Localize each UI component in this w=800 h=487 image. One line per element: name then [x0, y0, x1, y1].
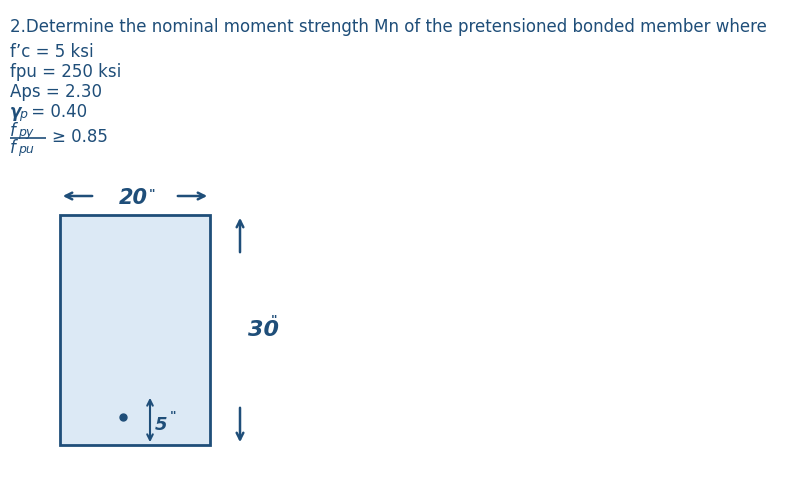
Text: py: py [18, 126, 34, 139]
Text: = 0.40: = 0.40 [26, 103, 87, 121]
Text: 2.Determine the nominal moment strength Mn of the pretensioned bonded member whe: 2.Determine the nominal moment strength … [10, 18, 767, 36]
Text: 5: 5 [155, 416, 167, 434]
Text: ≥ 0.85: ≥ 0.85 [52, 128, 108, 146]
Text: f: f [10, 122, 16, 140]
Text: 20: 20 [118, 188, 147, 208]
Text: fpu = 250 ksi: fpu = 250 ksi [10, 63, 122, 81]
Text: pu: pu [18, 143, 34, 156]
Text: p: p [19, 108, 27, 121]
Text: ": " [149, 188, 155, 201]
Text: ": " [271, 314, 278, 326]
Text: ": " [170, 410, 177, 423]
Text: f: f [10, 139, 16, 157]
Text: f’c = 5 ksi: f’c = 5 ksi [10, 43, 94, 61]
Text: Aps = 2.30: Aps = 2.30 [10, 83, 102, 101]
Text: γ: γ [10, 103, 22, 121]
Text: 30: 30 [248, 320, 279, 340]
Bar [60, 215, 210, 445]
